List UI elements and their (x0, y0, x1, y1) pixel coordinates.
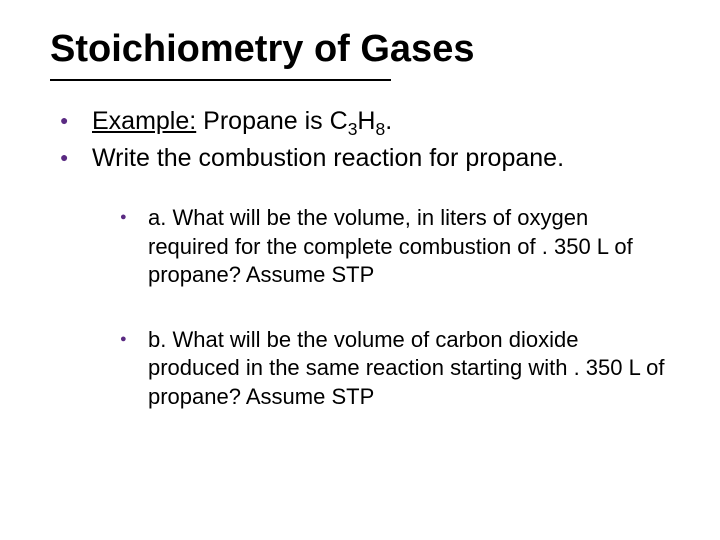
slide: Stoichiometry of Gases Example: Propane … (0, 0, 720, 540)
slide-title: Stoichiometry of Gases (50, 28, 670, 71)
bullet-example: Example: Propane is C3H8. (60, 105, 670, 138)
subscript-3: 3 (348, 119, 358, 139)
bullet-question-a: a. What will be the volume, in liters of… (120, 204, 670, 290)
example-after: . (385, 107, 392, 135)
bullet-write-reaction: Write the combustion reaction for propan… (60, 142, 670, 175)
bullet-list-level1: Example: Propane is C3H8. Write the comb… (60, 105, 670, 174)
bullet-list-level2: a. What will be the volume, in liters of… (120, 204, 670, 412)
title-divider (50, 79, 391, 81)
subscript-8: 8 (375, 119, 385, 139)
example-mid: H (357, 107, 375, 135)
example-label: Example: (92, 107, 196, 135)
example-text-before: Propane is C (196, 107, 347, 135)
bullet-question-b: b. What will be the volume of carbon dio… (120, 326, 670, 412)
